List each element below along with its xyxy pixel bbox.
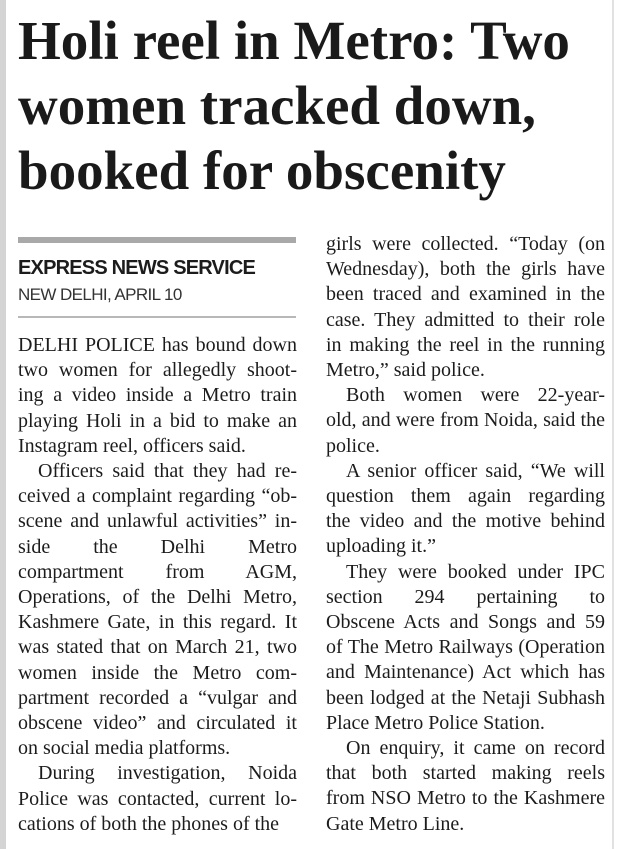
- article-line: from NSO Metro to the Kashmere: [326, 787, 605, 810]
- article-line: on social media platforms.: [18, 737, 231, 760]
- article-line: girls were collected. “Today (on: [326, 233, 605, 255]
- article-line: section 294 pertaining to: [326, 585, 605, 608]
- byline-rule: [18, 237, 296, 243]
- article-paragraph: On enquiry, it came on record that both s…: [326, 736, 605, 837]
- article-line: They were booked under IPC: [346, 560, 605, 583]
- article-line: On enquiry, it came on record: [346, 737, 605, 760]
- article-line: Gate Metro Line.: [326, 812, 465, 835]
- article-line: partment recorded a “vulgar and: [18, 686, 297, 709]
- headline-line: Holi reel in Metro: Two: [18, 10, 570, 71]
- article-line: obscene video” and circulated it: [18, 712, 297, 735]
- article-line: case. They admitted to their role: [326, 308, 605, 331]
- article-paragraph: DELHI POLICE has bound down two women for…: [18, 333, 297, 459]
- article-line: of The Metro Railways (Operation: [326, 636, 605, 659]
- article-line: women inside the Metro com-: [18, 661, 297, 684]
- article-line: A senior officer said, “We will: [346, 459, 605, 482]
- article-column-left: DELHI POLICE has bound down two women for…: [18, 333, 297, 837]
- article-column-right: girls were collected. “Today (on Wednesda…: [326, 232, 605, 837]
- article-line: ing a video inside a Metro train: [18, 384, 297, 407]
- article-paragraph: During investigation, Noida Police was co…: [18, 761, 297, 837]
- headline-line: booked for obscenity: [18, 140, 506, 201]
- article-paragraph: Officers said that they had re-ceived a …: [18, 459, 297, 761]
- article-paragraph: Both women were 22-year-old, and were fr…: [326, 383, 605, 459]
- article-line: police.: [326, 434, 380, 457]
- article-line: Police was contacted, current lo-: [18, 787, 297, 810]
- article-line: playing Holi in a bid to make an: [18, 409, 297, 432]
- byline: EXPRESS NEWS SERVICE: [18, 257, 256, 279]
- article-line: old, and were from Noida, said the: [326, 409, 605, 432]
- article-line: was stated that on March 21, two: [18, 636, 297, 659]
- article-paragraph: girls were collected. “Today (on Wednesda…: [326, 232, 605, 383]
- article-line: scene and unlawful activities” in-: [18, 510, 297, 533]
- article-line: Place Metro Police Station.: [326, 711, 545, 734]
- article-line: Metro,” said police.: [326, 359, 485, 382]
- article-line: ceived a complaint regarding “ob-: [18, 485, 297, 508]
- article-line: that both started making reels: [326, 762, 605, 785]
- article-line: and Maintenance) Act which has: [326, 661, 605, 684]
- article-line: uploading it.”: [326, 535, 436, 558]
- article-line: Instagram reel, officers said.: [18, 434, 246, 457]
- article-line: Kashmere Gate, in this regard. It: [18, 611, 297, 634]
- article-line: DELHI POLICE has bound down: [18, 334, 297, 356]
- article-line: in making the reel in the running: [326, 333, 605, 356]
- article-line: cations of both the phones of the: [18, 812, 280, 835]
- dateline: NEW DELHI, APRIL 10: [18, 285, 182, 304]
- article-line: two women for allegedly shoot-: [18, 359, 297, 382]
- article-line: Both women were 22-year-: [346, 384, 605, 407]
- article-line: Operations, of the Delhi Metro,: [18, 586, 297, 609]
- article-line: been traced and examined in the: [326, 283, 605, 306]
- page-edge-right: [612, 0, 614, 849]
- article-line: During investigation, Noida: [38, 762, 297, 785]
- article-line: compartment from AGM,: [18, 560, 297, 583]
- dateline-rule: [18, 316, 296, 318]
- article-line: Wednesday), both the girls have: [326, 258, 605, 281]
- headline-line: women tracked down,: [18, 75, 536, 136]
- article-paragraph: They were booked under IPC section 294 pe…: [326, 560, 605, 736]
- headline: Holi reel in Metro: Two women tracked do…: [18, 8, 608, 203]
- page-edge-left: [0, 0, 6, 849]
- article-line: question them again regarding: [326, 485, 605, 508]
- article-line: side the Delhi Metro: [18, 535, 297, 558]
- article-line: been lodged at the Netaji Subhash: [326, 686, 605, 709]
- article-line: the video and the motive behind: [326, 510, 605, 533]
- article-line: Officers said that they had re-: [38, 460, 297, 483]
- article-paragraph: A senior officer said, “We will question …: [326, 459, 605, 560]
- article-line: Obscene Acts and Songs and 59: [326, 611, 605, 634]
